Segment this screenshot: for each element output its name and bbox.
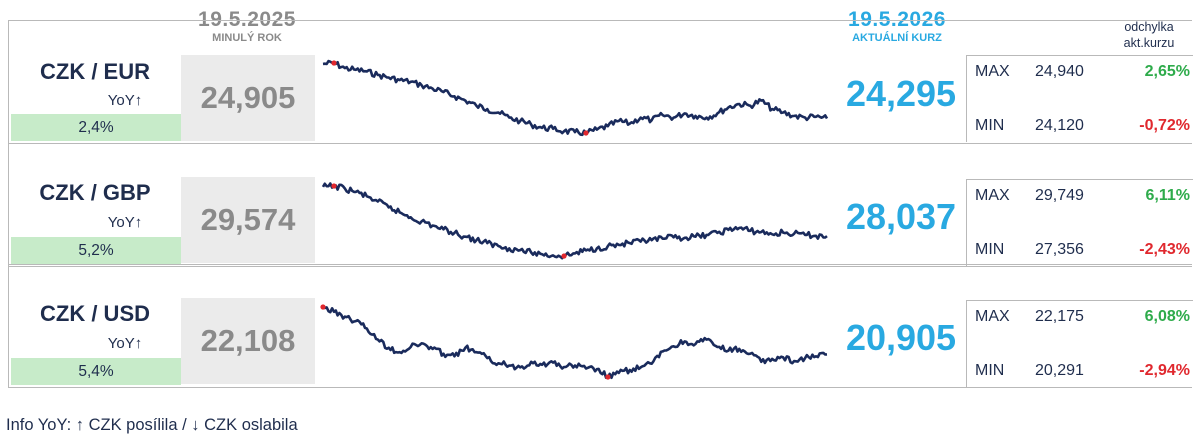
min-line: MIN 24,120 -0,72% (967, 117, 1193, 137)
sparkline-path (322, 59, 829, 137)
sparkline-min-marker (583, 130, 589, 136)
sparkline-chart (321, 182, 828, 260)
currency-row-usd: CZK / USD YoY↑ 5,4% 22,108 20,905 MAX 22… (8, 264, 1193, 388)
max-deviation: 2,65% (1144, 63, 1190, 80)
max-line: MAX 24,940 2,65% (967, 63, 1193, 83)
yoy-label: YoY↑ (107, 335, 143, 352)
yoy-value: 5,4% (11, 358, 181, 385)
min-label: MIN (975, 362, 1005, 379)
sparkline-min-marker (605, 374, 611, 380)
min-deviation: -2,94% (1139, 362, 1190, 379)
max-label: MAX (975, 63, 1010, 80)
sparkline-chart (322, 59, 829, 137)
current-rate: 28,037 (845, 196, 957, 237)
currency-row-eur: CZK / EUR YoY↑ 2,4% 24,905 24,295 MAX 24… (8, 20, 1193, 144)
previous-year-rate: 24,905 (181, 55, 315, 141)
max-label: MAX (975, 187, 1010, 204)
current-rate: 20,905 (845, 317, 957, 358)
min-label: MIN (975, 241, 1005, 258)
currency-pair-label: CZK / USD (40, 301, 150, 326)
sparkline-max-marker (331, 183, 337, 189)
max-line: MAX 22,175 6,08% (967, 308, 1193, 328)
previous-year-rate: 29,574 (181, 177, 315, 263)
previous-date-label: MINULÝ ROK (212, 32, 282, 44)
max-deviation: 6,08% (1144, 308, 1190, 325)
previous-date: 19.5.2025 (198, 8, 296, 31)
deviation-header-line2: akt.kurzu (1123, 36, 1175, 50)
sparkline-chart (320, 304, 828, 380)
yoy-label: YoY↑ (107, 214, 143, 231)
min-deviation: -2,43% (1139, 241, 1190, 258)
current-rate-header: 19.5.2026 AKTUÁLNÍ KURZ (830, 8, 964, 44)
max-label: MAX (975, 308, 1010, 325)
min-value: 24,120 (1035, 117, 1084, 134)
current-rate: 24,295 (845, 73, 957, 114)
currency-pair-label: CZK / GBP (39, 180, 151, 205)
current-date-label: AKTUÁLNÍ KURZ (852, 32, 942, 44)
deviation-header-line1: odchylka (1124, 20, 1174, 34)
previous-year-header: 19.5.2025 MINULÝ ROK (180, 8, 314, 44)
min-value: 27,356 (1035, 241, 1084, 258)
max-value: 24,940 (1035, 63, 1084, 80)
min-max-box: MAX 22,175 6,08% MIN 20,291 -2,94% (966, 300, 1193, 387)
sparkline-path (321, 182, 828, 260)
sparkline-min-marker (561, 253, 567, 259)
max-value: 22,175 (1035, 308, 1084, 325)
sparkline-path (322, 305, 828, 380)
min-max-box: MAX 29,749 6,11% MIN 27,356 -2,43% (966, 179, 1193, 266)
sparkline-max-marker (331, 60, 337, 66)
max-line: MAX 29,749 6,11% (967, 187, 1193, 207)
min-deviation: -0,72% (1139, 117, 1190, 134)
min-line: MIN 27,356 -2,43% (967, 241, 1193, 261)
deviation-header: odchylka akt.kurzu (1106, 19, 1192, 51)
min-label: MIN (975, 117, 1005, 134)
yoy-value: 5,2% (11, 237, 181, 264)
current-date: 19.5.2026 (848, 8, 946, 31)
previous-year-rate: 22,108 (181, 298, 315, 384)
yoy-label: YoY↑ (107, 92, 143, 109)
min-value: 20,291 (1035, 362, 1084, 379)
max-value: 29,749 (1035, 187, 1084, 204)
sparkline-max-marker (320, 304, 326, 310)
min-max-box: MAX 24,940 2,65% MIN 24,120 -0,72% (966, 55, 1193, 142)
currency-row-gbp: CZK / GBP YoY↑ 5,2% 29,574 28,037 MAX 29… (8, 143, 1193, 267)
min-line: MIN 20,291 -2,94% (967, 362, 1193, 382)
yoy-info-note: Info YoY: ↑ CZK posílila / ↓ CZK oslabil… (6, 416, 298, 434)
currency-pair-label: CZK / EUR (40, 59, 150, 84)
max-deviation: 6,11% (1145, 187, 1190, 204)
yoy-value: 2,4% (11, 114, 181, 141)
